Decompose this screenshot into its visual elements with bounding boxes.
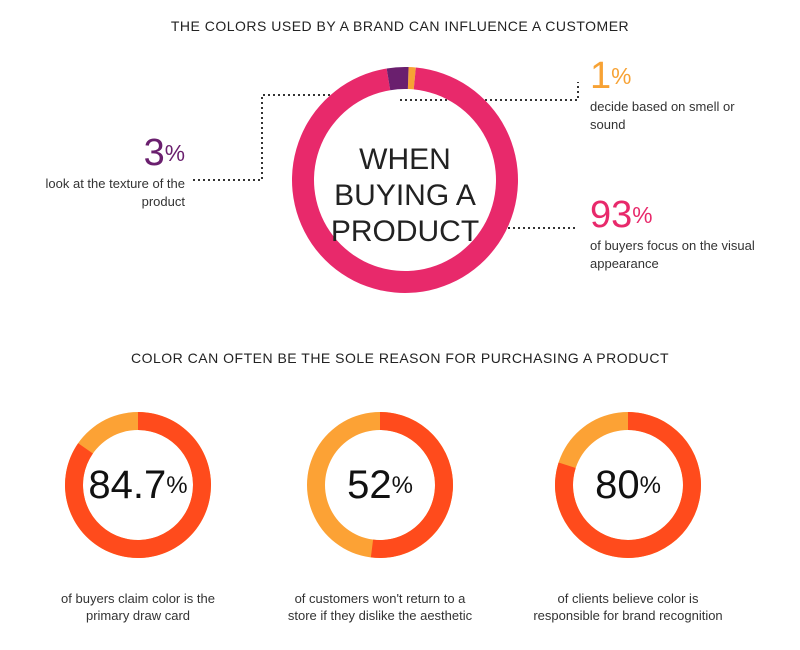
donut-segment <box>386 67 409 91</box>
category-label: look at the texture of the product <box>45 176 185 209</box>
caption: of customers won't return to a store if … <box>287 591 473 623</box>
connector <box>190 94 360 181</box>
value-label: 52% <box>347 463 413 507</box>
caption: of buyers claim color is the primary dra… <box>61 591 215 623</box>
value-label: 1% <box>590 55 631 97</box>
category-label: of buyers focus on the visual appearance <box>590 238 755 271</box>
caption: of clients believe color is responsible … <box>533 591 723 623</box>
connector <box>400 82 579 101</box>
donut-segment <box>407 67 416 90</box>
value-label: 93% <box>590 194 653 236</box>
category-label: decide based on smell or sound <box>590 99 735 132</box>
value-label: 3% <box>144 132 185 174</box>
value-label: 84.7% <box>88 463 187 507</box>
value-label: 80% <box>595 463 661 507</box>
section-title: COLOR CAN OFTEN BE THE SOLE REASON FOR P… <box>131 350 669 366</box>
center-label: WHEN BUYING A PRODUCT <box>330 143 480 248</box>
gauge-value <box>370 412 454 558</box>
section-title: THE COLORS USED BY A BRAND CAN INFLUENCE… <box>170 18 630 34</box>
